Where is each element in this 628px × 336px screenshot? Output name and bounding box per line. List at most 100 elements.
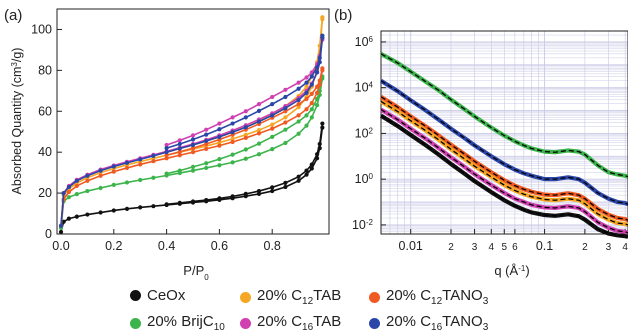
desorption-point-brijc10 — [204, 161, 209, 166]
adsorption-point-c12tano3 — [74, 183, 79, 189]
adsorption-point-ceox — [66, 216, 72, 221]
desorption-point-c12tano3 — [314, 84, 320, 89]
panel-b-y-tick-label: 106 — [355, 34, 374, 49]
legend-label-c16tano3: 20% C16TANO3 — [386, 313, 489, 333]
isotherm-c16tano3 — [58, 33, 325, 228]
adsorption-point-brijc10 — [304, 123, 309, 128]
panel-b-y-tick-label: 104 — [355, 80, 374, 95]
desorption-point-c16tano3 — [243, 115, 248, 120]
legend-label-brijc10: 20% BrijC10 — [147, 313, 225, 333]
desorption-point-ceox — [270, 185, 275, 190]
desorption-point-c16tano3 — [317, 55, 322, 61]
legend-item-ceox: CeOx — [130, 287, 185, 304]
panel-b-x-tick-label: 4 — [622, 242, 628, 253]
isotherm-c12tano3 — [58, 66, 325, 228]
isotherm-ceox — [58, 121, 325, 235]
desorption-point-brijc10 — [304, 113, 309, 118]
adsorption-point-c12tab — [296, 105, 301, 110]
panel-a-x-tick-label: 0.6 — [211, 239, 228, 253]
adsorption-point-ceox — [85, 212, 90, 217]
panel-b-y-tick-label: 100 — [355, 172, 374, 187]
desorption-point-c12tab — [304, 84, 309, 89]
desorption-point-c16tab — [296, 80, 301, 85]
panel-a: (a) 0 20 40 60 80 100 0.0 0.2 0.4 0.6 0.8 Absorbe… — [4, 7, 330, 282]
adsorption-point-c16tano3 — [151, 153, 156, 158]
adsorption-point-brijc10 — [314, 103, 320, 108]
desorption-point-ceox — [177, 200, 182, 206]
adsorption-point-brijc10 — [270, 147, 275, 152]
desorption-point-c16tano3 — [304, 80, 309, 85]
adsorption-point-c16tano3 — [111, 164, 116, 169]
adsorption-point-c12tano3 — [190, 150, 196, 155]
adsorption-point-c16tano3 — [85, 173, 90, 178]
adsorption-point-brijc10 — [217, 163, 222, 168]
adsorption-line-c16tab — [60, 39, 324, 226]
adsorption-point-c16tano3 — [138, 157, 143, 162]
adsorption-point-ceox — [111, 208, 116, 213]
desorption-point-brijc10 — [217, 157, 222, 162]
adsorption-point-brijc10 — [124, 180, 130, 185]
legend-marker-brijc10 — [130, 317, 141, 329]
adsorption-point-c12tano3 — [151, 159, 156, 164]
adsorption-point-brijc10 — [98, 185, 103, 191]
legend-item-c12tano3: 20% C12TANO3 — [369, 287, 488, 307]
adsorption-point-c16tano3 — [270, 113, 275, 118]
desorption-point-ceox — [256, 188, 262, 194]
adsorption-point-brijc10 — [309, 115, 314, 120]
desorption-point-c16tano3 — [270, 102, 275, 107]
legend-item-c16tab: 20% C16TAB — [240, 313, 341, 333]
desorption-line-brijc10 — [166, 76, 324, 175]
panel-b-y-tick-label: 10-2 — [352, 217, 374, 232]
adsorption-point-c16tano3 — [283, 106, 288, 111]
adsorption-point-c16tano3 — [98, 168, 103, 173]
legend-marker-c12tano3 — [369, 291, 380, 303]
desorption-point-c12tano3 — [304, 96, 309, 102]
adsorption-point-c16tano3 — [204, 138, 209, 144]
legend-marker-ceox — [130, 290, 141, 301]
desorption-line-c16tab — [166, 37, 324, 146]
desorption-point-brijc10 — [190, 164, 196, 170]
adsorption-point-c12tano3 — [296, 113, 301, 118]
legend-marker-c12tab — [240, 291, 251, 303]
adsorption-point-brijc10 — [190, 168, 196, 173]
panel-b-y-tick-label: 102 — [355, 126, 374, 141]
adsorption-point-brijc10 — [151, 175, 156, 180]
adsorption-point-c12tano3 — [230, 139, 235, 145]
legend: CeOx 20% C12TAB 20% C12TANO3 20% BrijC10… — [120, 282, 620, 336]
adsorption-point-brijc10 — [204, 165, 209, 171]
desorption-point-ceox — [283, 180, 288, 185]
desorption-point-c16tano3 — [256, 108, 262, 113]
adsorption-point-c12tano3 — [314, 90, 320, 95]
desorption-point-ceox — [296, 174, 301, 179]
desorption-point-c12tano3 — [296, 102, 301, 107]
panel-a-y-tick-label: 100 — [31, 22, 52, 36]
desorption-point-c16tab — [283, 87, 288, 92]
adsorption-point-c12tano3 — [66, 189, 72, 195]
adsorption-point-c12tano3 — [138, 162, 143, 167]
adsorption-point-c12tano3 — [111, 169, 116, 174]
legend-marker-c16tab — [240, 317, 251, 329]
adsorption-point-c12tab — [270, 122, 275, 127]
adsorption-point-c12tano3 — [243, 135, 248, 140]
desorption-point-c16tab — [256, 102, 262, 107]
desorption-point-brijc10 — [283, 127, 288, 132]
panel-b-x-tick-label: 0.1 — [536, 239, 553, 253]
adsorption-point-c16tano3 — [256, 119, 262, 124]
adsorption-point-ceox — [98, 210, 103, 215]
legend-label-c12tano3: 20% C12TANO3 — [386, 287, 489, 307]
desorption-point-ceox — [190, 199, 196, 204]
desorption-point-c16tab — [217, 121, 222, 126]
desorption-point-brijc10 — [256, 141, 262, 146]
adsorption-point-c12tano3 — [204, 146, 209, 152]
panel-b-x-tick-label: 3 — [472, 242, 478, 253]
adsorption-point-brijc10 — [230, 160, 235, 165]
desorption-point-ceox — [314, 152, 320, 157]
adsorption-point-c16tano3 — [74, 178, 79, 183]
adsorption-point-c16tano3 — [58, 223, 64, 228]
desorption-point-brijc10 — [164, 171, 169, 176]
adsorption-point-c16tano3 — [217, 134, 222, 139]
fit-line-c12tano3 — [380, 96, 628, 221]
adsorption-line-c12tab — [60, 19, 324, 226]
desorption-point-brijc10 — [230, 152, 235, 157]
adsorption-point-c12tano3 — [304, 107, 309, 112]
